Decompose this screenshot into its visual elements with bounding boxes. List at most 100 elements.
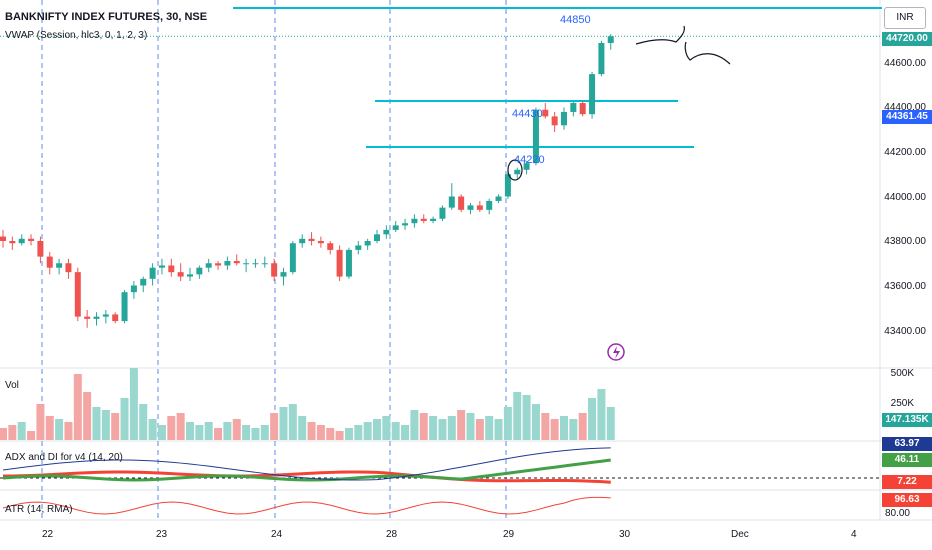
volume-bar	[157, 425, 166, 440]
candle-body	[280, 272, 287, 277]
candle-body	[102, 314, 109, 317]
volume-bar	[129, 368, 138, 440]
volume-bar	[298, 416, 307, 440]
candle-body	[224, 261, 231, 266]
volume-bar	[475, 419, 484, 440]
volume-bar	[513, 392, 522, 440]
volume-bar	[111, 413, 120, 440]
candle-body	[0, 236, 6, 241]
candle-body	[542, 109, 549, 117]
time-label: 4	[851, 529, 857, 540]
volume-bar	[578, 413, 587, 440]
volume-bar	[279, 407, 288, 440]
volume-bar	[36, 404, 45, 440]
volume-bar	[503, 407, 512, 440]
price-tick: 44200.00	[884, 147, 926, 158]
volume-bar	[55, 419, 64, 440]
volume-bar	[466, 413, 475, 440]
volume-bar	[550, 419, 559, 440]
time-label: Dec	[731, 529, 749, 540]
time-label: 22	[42, 529, 54, 540]
candle-body	[476, 205, 483, 210]
volume-bar	[588, 398, 597, 440]
di-minus-line	[2, 470, 611, 484]
candle-body	[551, 116, 558, 126]
vwap-price-tag: 44361.45	[882, 110, 932, 124]
atr-tick: 80.00	[884, 508, 910, 519]
volume-bar	[45, 416, 54, 440]
volume-bar	[186, 422, 194, 440]
candle-body	[18, 238, 25, 244]
volume-bar	[83, 392, 92, 440]
volume-bar	[354, 425, 363, 440]
time-label: 23	[156, 529, 168, 540]
candle-body	[504, 174, 511, 197]
candle-body	[177, 272, 184, 277]
candle-body	[168, 265, 175, 273]
volume-bar	[260, 425, 269, 440]
candle-body	[392, 225, 399, 230]
candle-body	[233, 261, 240, 264]
price-tick: 43600.00	[884, 281, 926, 292]
candle-body	[149, 267, 156, 279]
volume-bar	[335, 431, 344, 440]
volume-bar	[27, 431, 36, 440]
candle-body	[607, 36, 614, 43]
candle-body	[317, 241, 324, 244]
candle-body	[56, 263, 63, 268]
adx-line	[2, 447, 611, 481]
adx-title[interactable]: ADX and DI for v4 (14, 20)	[5, 452, 123, 463]
candle-body	[289, 243, 296, 273]
symbol-title[interactable]: BANKNIFTY INDEX FUTURES, 30, NSE	[5, 11, 208, 23]
candle-body	[355, 245, 362, 250]
candle-body	[112, 314, 119, 322]
volume-bar	[204, 422, 213, 440]
volume-bar	[167, 416, 176, 440]
volume-title[interactable]: Vol	[5, 380, 19, 391]
volume-tick: 250K	[890, 398, 914, 409]
candle-body	[140, 278, 147, 286]
time-label: 24	[271, 529, 283, 540]
candle-body	[327, 243, 334, 250]
candle-body	[336, 249, 343, 277]
volume-bar	[438, 419, 447, 440]
candle-body	[121, 292, 128, 322]
candle-body	[243, 263, 250, 265]
vwap-indicator-label[interactable]: VWAP (Session, hlc3, 0, 1, 2, 3)	[5, 30, 148, 41]
currency-button[interactable]: INR	[884, 7, 926, 29]
candle-body	[486, 200, 493, 210]
volume-bar	[214, 428, 223, 440]
price-tick: 44000.00	[884, 192, 926, 203]
di-minus-value-tag: 7.22	[882, 475, 932, 489]
adx-value-tag: 63.97	[882, 437, 932, 451]
lightning-icon-glyph	[613, 346, 620, 359]
volume-bar	[195, 425, 204, 440]
candle-body	[523, 163, 530, 170]
price-tick: 43400.00	[884, 326, 926, 337]
volume-bar	[429, 416, 438, 440]
time-label: 29	[503, 529, 515, 540]
candle-body	[420, 218, 427, 221]
volume-bar	[457, 410, 466, 440]
candle-body	[93, 316, 100, 319]
volume-bar	[494, 419, 503, 440]
volume-bar	[541, 413, 550, 440]
atr-value-tag: 96.63	[882, 493, 932, 507]
volume-bar	[176, 413, 185, 440]
candle-body	[28, 238, 35, 241]
volume-bar	[73, 374, 82, 440]
candle-body	[374, 234, 380, 241]
candle-body	[158, 265, 165, 268]
candle-body	[271, 263, 278, 277]
candle-body	[196, 267, 203, 275]
volume-bar	[288, 404, 297, 440]
volume-bar	[522, 395, 531, 440]
candle-body	[261, 263, 268, 265]
atr-line	[2, 496, 611, 515]
price-tick: 43800.00	[884, 236, 926, 247]
candle-body	[37, 241, 44, 257]
atr-title[interactable]: ATR (14, RMA)	[5, 504, 73, 515]
hand-drawing-mark	[635, 25, 685, 45]
volume-bar	[270, 413, 279, 440]
